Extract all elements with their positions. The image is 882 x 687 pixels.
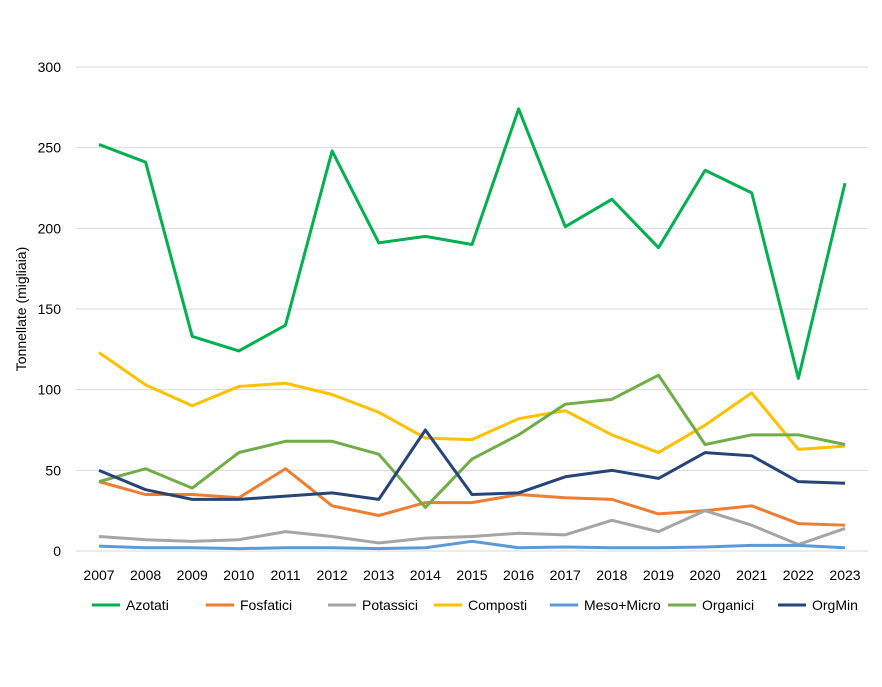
x-tick-label: 2014 [410,567,441,583]
x-tick-label: 2019 [643,567,674,583]
x-tick-label: 2022 [783,567,814,583]
x-tick-label: 2007 [83,567,114,583]
x-tick-label: 2015 [456,567,487,583]
series-line-potassici [98,509,846,547]
legend-label: Potassici [362,597,418,613]
series-line-meso-micro [98,539,846,551]
x-tick-label: 2008 [130,567,161,583]
y-tick-label: 300 [38,59,62,75]
y-tick-label: 150 [38,301,62,317]
series-line-organici [98,373,846,509]
series-line-fosfatici [98,467,846,527]
y-tick-label: 100 [38,382,62,398]
x-tick-label: 2023 [829,567,860,583]
y-tick-label: 250 [38,140,62,156]
x-tick-label: 2018 [596,567,627,583]
legend-label: Organici [702,597,754,613]
legend-label: Composti [468,597,527,613]
series-line-composti [98,351,846,455]
legend-label: OrgMin [812,597,858,613]
x-tick-label: 2012 [317,567,348,583]
legend-label: Fosfatici [240,597,292,613]
x-tick-label: 2011 [270,567,300,583]
legend-label: Azotati [126,597,169,613]
legend-label: Meso+Micro [584,597,661,613]
x-tick-label: 2020 [690,567,721,583]
y-tick-label: 0 [53,543,61,559]
x-tick-label: 2016 [503,567,534,583]
y-tick-label: 50 [45,462,61,478]
y-tick-label: 200 [38,220,62,236]
x-tick-label: 2010 [223,567,254,583]
x-tick-label: 2009 [177,567,208,583]
x-tick-label: 2021 [736,567,767,583]
y-axis-label: Tonnellate (migliaia) [13,247,29,372]
series-line-azotati [98,107,847,380]
x-tick-label: 2017 [550,567,581,583]
series-line-orgmin [98,428,846,501]
x-tick-label: 2013 [363,567,394,583]
